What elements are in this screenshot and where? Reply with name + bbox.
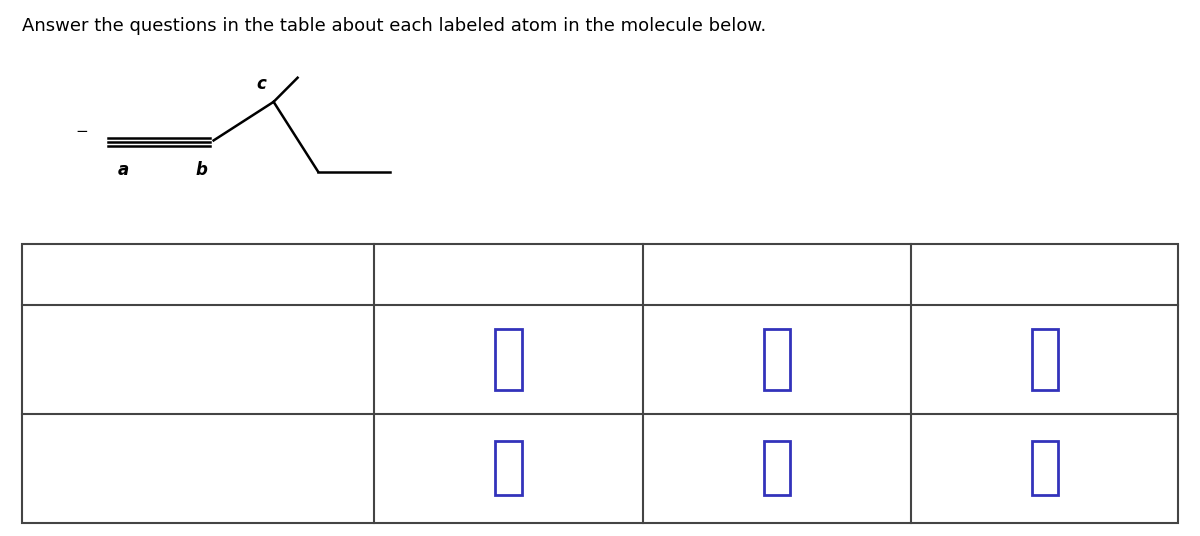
Text: a: a	[118, 161, 130, 179]
Text: c: c	[257, 75, 266, 93]
Text: a: a	[497, 265, 508, 284]
Text: −: −	[76, 124, 88, 139]
Text: c: c	[1033, 265, 1043, 284]
Text: Atom: Atom	[706, 265, 761, 284]
Text: Atom: Atom	[173, 265, 223, 284]
Text: Atom: Atom	[973, 265, 1030, 284]
Text: b: b	[764, 265, 776, 284]
Text: Answer the questions in the table about each labeled atom in the molecule below.: Answer the questions in the table about …	[22, 17, 766, 35]
Text: What is the hybridization
of each labeled atom?: What is the hybridization of each labele…	[102, 452, 294, 485]
Text: Atom: Atom	[438, 265, 493, 284]
Text: b: b	[196, 161, 208, 179]
Text: What is the electron group geometry
around each labeled atom?: What is the electron group geometry arou…	[56, 344, 340, 376]
